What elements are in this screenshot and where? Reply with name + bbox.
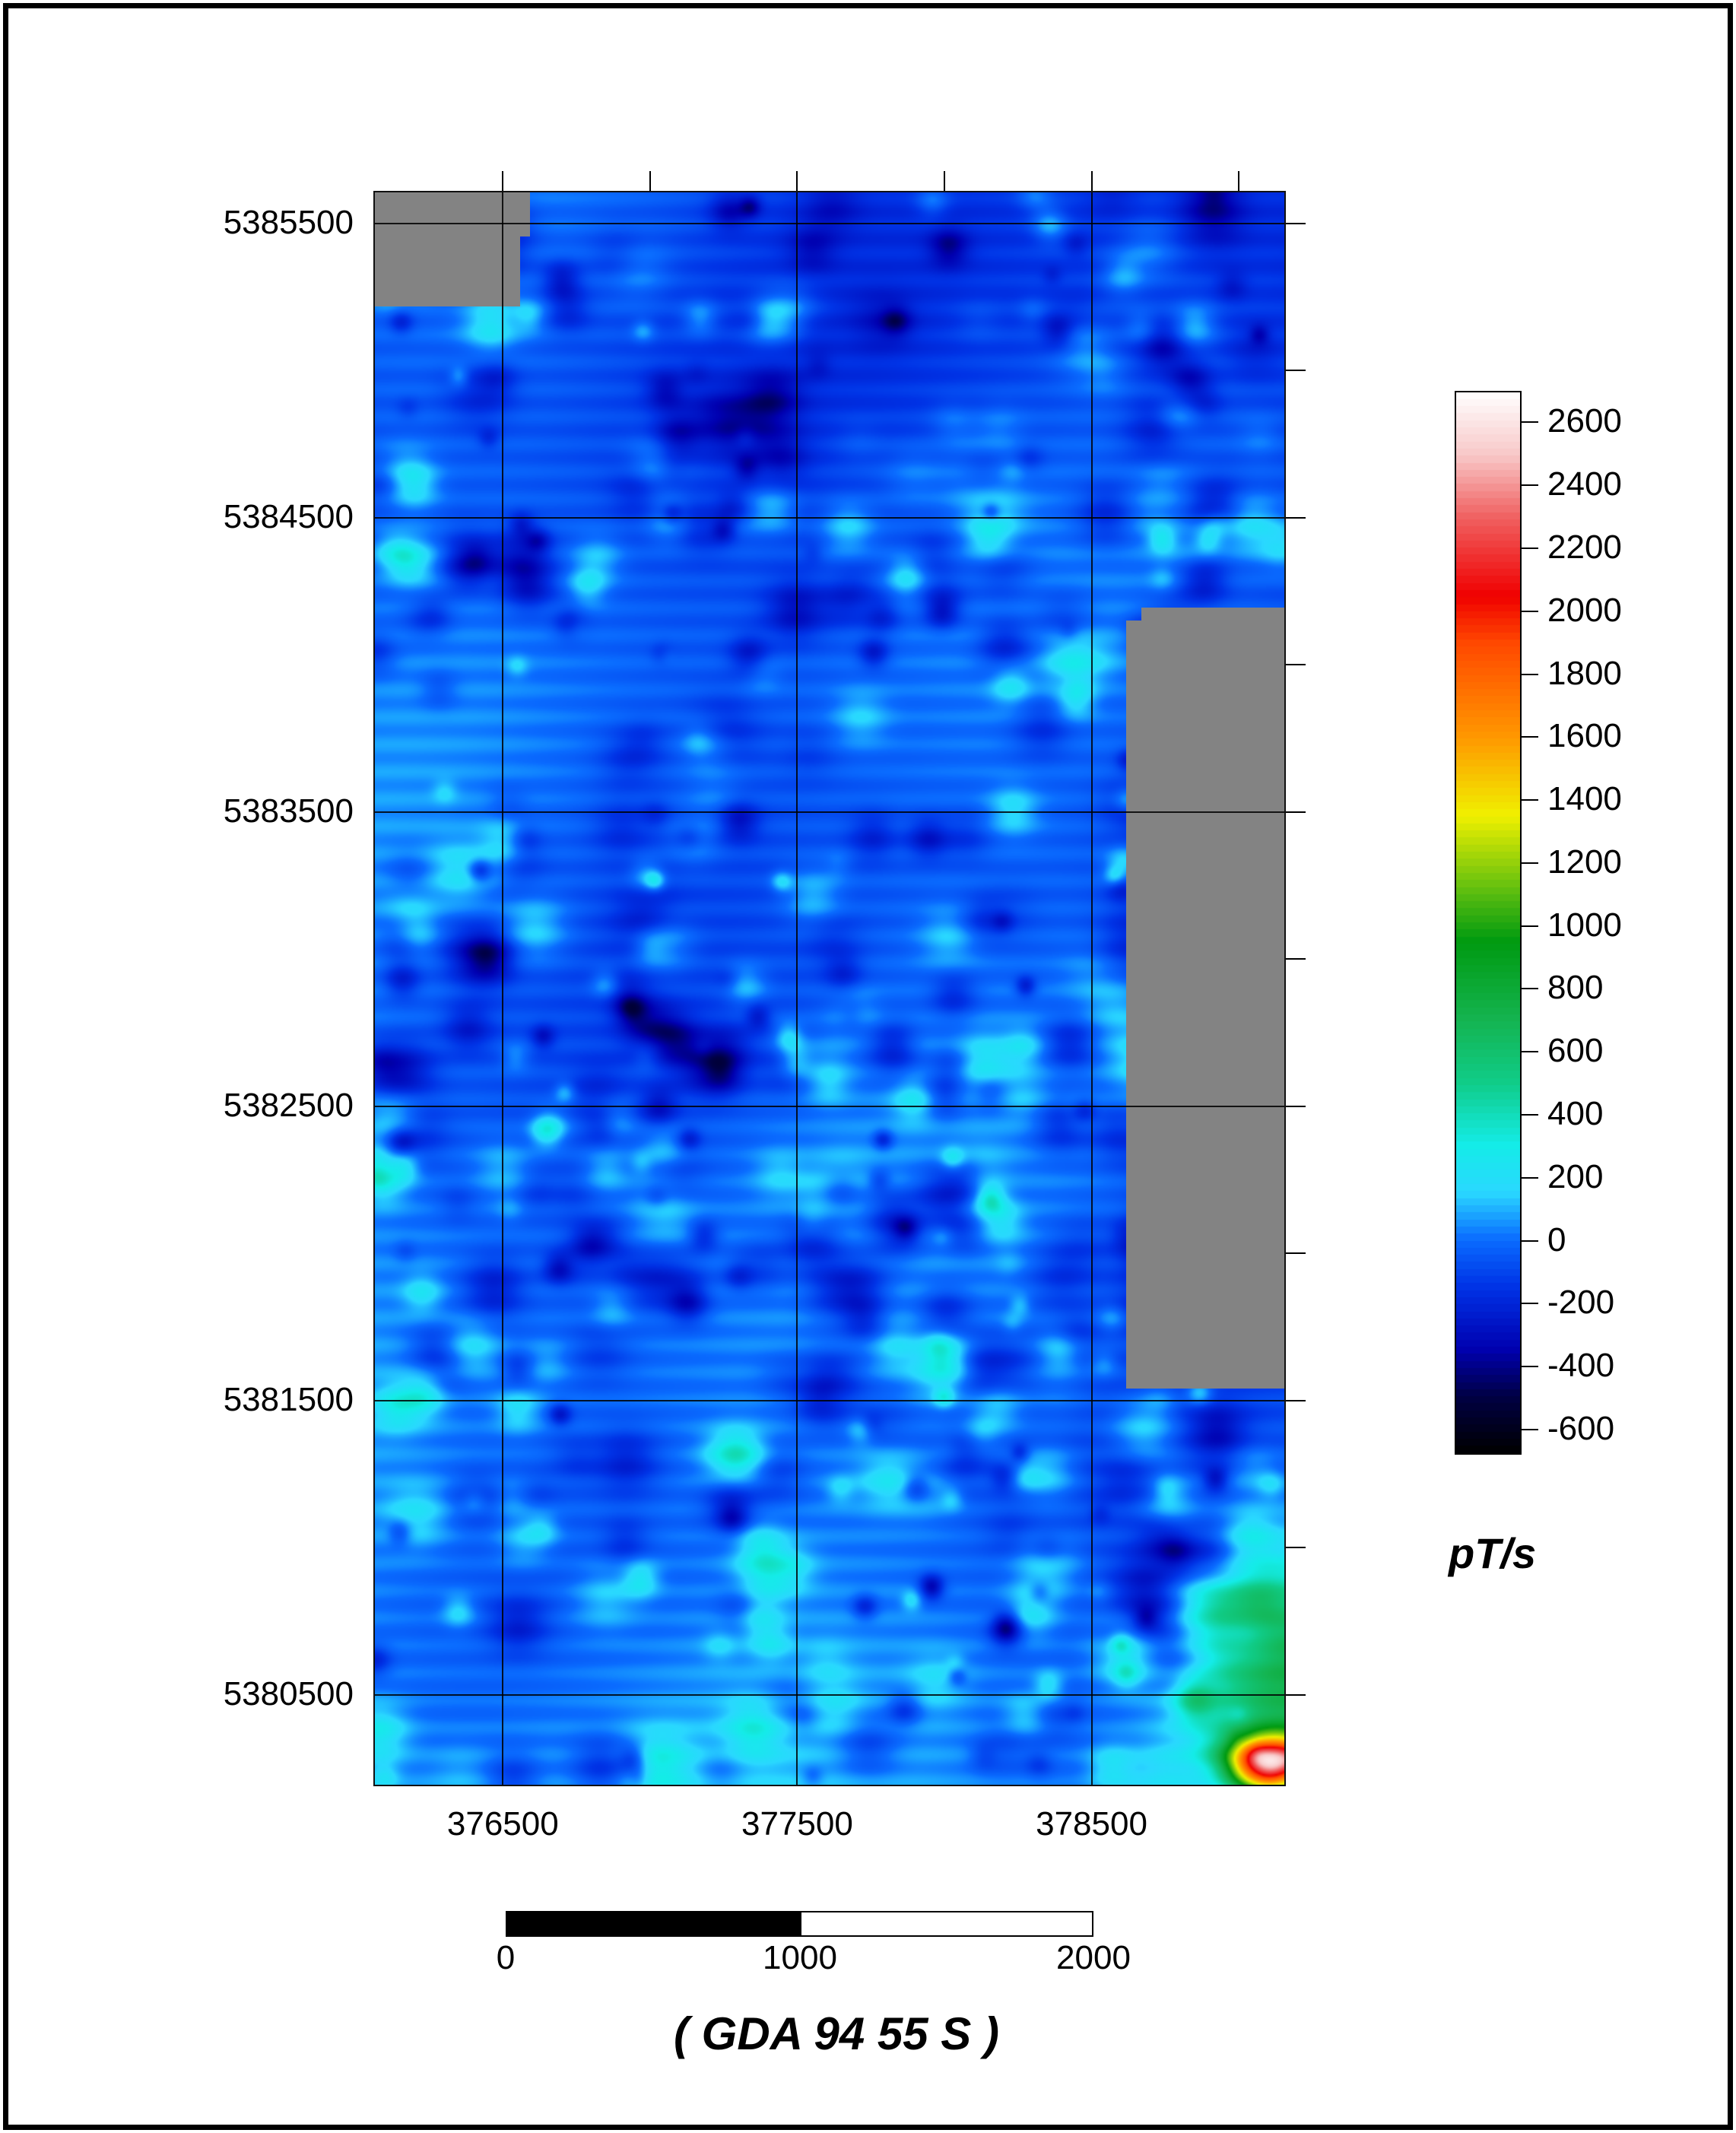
color-scale-tick	[1522, 925, 1538, 927]
y-tick-mark	[1286, 516, 1306, 519]
color-scale-bar	[1455, 391, 1522, 1455]
color-scale-label: 1800	[1547, 654, 1622, 692]
gridline-y-5380500	[373, 1694, 1286, 1696]
color-scale-label: -400	[1547, 1347, 1615, 1385]
nodata-region-top-left	[373, 191, 530, 236]
x-tick-mark	[502, 171, 504, 191]
color-scale-label: 600	[1547, 1032, 1604, 1070]
x-tick-label: 376500	[446, 1805, 559, 1843]
color-scale-label: 200	[1547, 1157, 1604, 1195]
color-scale-tick	[1522, 988, 1538, 990]
color-scale-label: 1200	[1547, 843, 1622, 881]
color-scale-label: -200	[1547, 1284, 1615, 1322]
scale-bar-label-1000: 1000	[763, 1939, 837, 1976]
color-scale-label: 2600	[1547, 402, 1622, 440]
y-minor-tick-mark	[1286, 664, 1306, 666]
color-scale-label: 2400	[1547, 465, 1622, 503]
nodata-region-right-top	[1141, 608, 1286, 623]
y-tick-mark	[1286, 222, 1306, 224]
color-scale-tick	[1522, 1428, 1538, 1430]
color-scale-tick	[1522, 421, 1538, 424]
x-minor-tick-mark	[649, 171, 651, 191]
y-minor-tick-mark	[1286, 958, 1306, 960]
color-scale-tick	[1522, 736, 1538, 738]
gridline-y-5381500	[373, 1399, 1286, 1401]
color-scale-tick	[1522, 862, 1538, 864]
gridline-x-378500	[1090, 191, 1093, 1786]
color-scale-label: -600	[1547, 1409, 1615, 1447]
y-minor-tick-mark	[1286, 1252, 1306, 1255]
color-scale-tick	[1522, 1176, 1538, 1179]
color-scale-tick	[1522, 1239, 1538, 1242]
y-tick-mark	[1286, 1399, 1306, 1401]
y-tick-mark	[1286, 1105, 1306, 1107]
color-scale-tick	[1522, 547, 1538, 549]
y-tick-label: 5382500	[223, 1086, 354, 1124]
color-scale-label: 1000	[1547, 906, 1622, 944]
color-scale-label: 400	[1547, 1094, 1604, 1132]
color-scale-label: 1600	[1547, 717, 1622, 755]
x-minor-tick-mark	[943, 171, 945, 191]
y-minor-tick-mark	[1286, 370, 1306, 372]
color-scale-tick	[1522, 1113, 1538, 1116]
color-scale-label: 0	[1547, 1220, 1566, 1259]
color-scale-tick	[1522, 1303, 1538, 1305]
gridline-y-5385500	[373, 222, 1286, 224]
color-scale-label: 2200	[1547, 528, 1622, 566]
scale-bar-label-0: 0	[496, 1939, 516, 1976]
scale-bar-white-segment	[800, 1911, 1093, 1937]
color-scale-label: 800	[1547, 969, 1604, 1007]
nodata-region-right-step	[1137, 805, 1152, 1163]
nodata-region-right	[1126, 621, 1286, 1389]
y-tick-label: 5383500	[223, 792, 354, 830]
scale-bar-label-2000: 2000	[1056, 1939, 1131, 1976]
color-scale-label: 1400	[1547, 780, 1622, 818]
y-tick-label: 5384500	[223, 497, 354, 535]
x-tick-label: 377500	[741, 1805, 853, 1843]
nodata-region-right-bottom	[1157, 1354, 1286, 1389]
x-tick-mark	[796, 171, 798, 191]
figure-frame	[3, 3, 1733, 2130]
color-scale-tick	[1522, 1366, 1538, 1368]
y-minor-tick-mark	[1286, 1547, 1306, 1549]
projection-label: ( GDA 94 55 S )	[674, 2008, 999, 2059]
gridline-x-377500	[796, 191, 798, 1786]
anomaly-map[interactable]	[373, 191, 1286, 1786]
x-minor-tick-mark	[1238, 171, 1240, 191]
gridline-y-5383500	[373, 811, 1286, 813]
color-scale-tick	[1522, 1051, 1538, 1053]
x-tick-mark	[1090, 171, 1093, 191]
color-scale-tick	[1522, 799, 1538, 801]
y-tick-label: 5380500	[223, 1675, 354, 1712]
color-scale-tick	[1522, 673, 1538, 675]
color-scale-label: 2000	[1547, 591, 1622, 629]
y-tick-label: 5381500	[223, 1380, 354, 1418]
nodata-region-top-left-lower	[373, 236, 520, 306]
gridline-y-5384500	[373, 516, 1286, 519]
gridline-x-376500	[502, 191, 504, 1786]
y-tick-mark	[1286, 1694, 1306, 1696]
units-label: pT/s	[1449, 1529, 1537, 1577]
x-tick-label: 378500	[1036, 1805, 1147, 1843]
y-tick-label: 5385500	[223, 203, 354, 241]
y-tick-mark	[1286, 811, 1306, 813]
color-scale-tick	[1522, 610, 1538, 612]
scale-bar-black-segment	[506, 1911, 800, 1937]
color-scale-tick	[1522, 484, 1538, 487]
gridline-y-5382500	[373, 1105, 1286, 1107]
